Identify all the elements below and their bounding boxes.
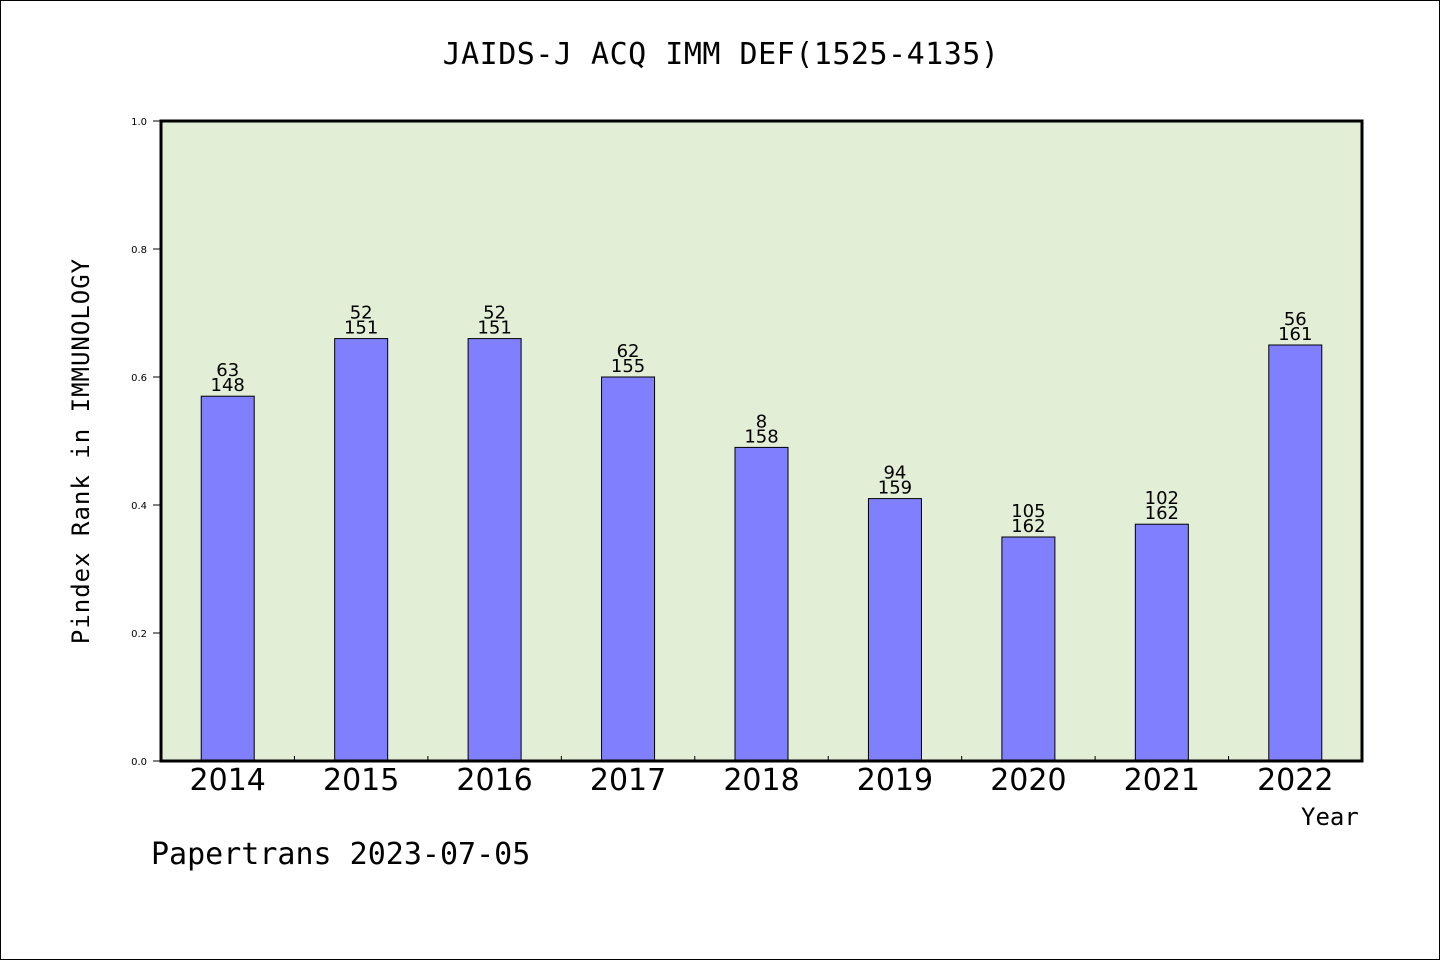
y-tick-label: 0.6: [131, 373, 147, 384]
y-tick-label: 0.8: [131, 245, 147, 256]
bar: [467, 338, 522, 762]
data-label-total: 162: [1145, 503, 1179, 524]
bar: [867, 498, 922, 762]
data-label-rank: 63: [216, 360, 239, 381]
x-axis-label: Year: [1301, 803, 1359, 831]
x-tick-label: 2016: [456, 763, 532, 798]
data-label-rank: 102: [1145, 488, 1179, 509]
data-label-total: 158: [744, 426, 778, 447]
x-tick-label: 2014: [190, 763, 266, 798]
x-tick-label: 2022: [1257, 763, 1333, 798]
data-label-rank: 56: [1284, 309, 1307, 330]
bar: [1268, 344, 1323, 762]
data-label-total: 151: [344, 318, 378, 339]
data-label-total: 155: [611, 356, 645, 377]
bar: [1001, 536, 1056, 762]
y-tick-label: 0.2: [131, 629, 147, 640]
data-label-rank: 52: [350, 303, 373, 324]
x-tick-label: 2017: [590, 763, 666, 798]
bar: [1134, 523, 1189, 762]
data-label-total: 159: [878, 478, 912, 499]
x-tick-label: 2021: [1124, 763, 1200, 798]
plot-border: [159, 119, 1364, 763]
data-label-rank: 8: [756, 411, 767, 432]
data-label-total: 151: [477, 318, 511, 339]
data-label-total: 148: [211, 375, 245, 396]
bar: [601, 376, 656, 762]
bar: [334, 338, 389, 762]
data-label-rank: 94: [883, 463, 906, 484]
y-tick-label: 0.0: [131, 757, 147, 768]
bar: [734, 446, 789, 762]
x-tick-label: 2018: [723, 763, 799, 798]
data-label-total: 161: [1278, 324, 1312, 345]
data-label-rank: 62: [617, 341, 640, 362]
data-label-rank: 52: [483, 303, 506, 324]
data-label-rank: 105: [1011, 501, 1045, 522]
y-tick-label: 1.0: [131, 117, 147, 128]
chart-title: JAIDS-J ACQ IMM DEF(1525-4135): [442, 37, 1000, 72]
x-tick-label: 2020: [990, 763, 1066, 798]
y-tick-label: 0.4: [131, 501, 147, 512]
bar: [200, 395, 255, 762]
x-tick-label: 2015: [323, 763, 399, 798]
data-label-total: 162: [1011, 516, 1045, 537]
x-tick-label: 2019: [857, 763, 933, 798]
footer-credit: Papertrans 2023-07-05: [151, 837, 531, 872]
